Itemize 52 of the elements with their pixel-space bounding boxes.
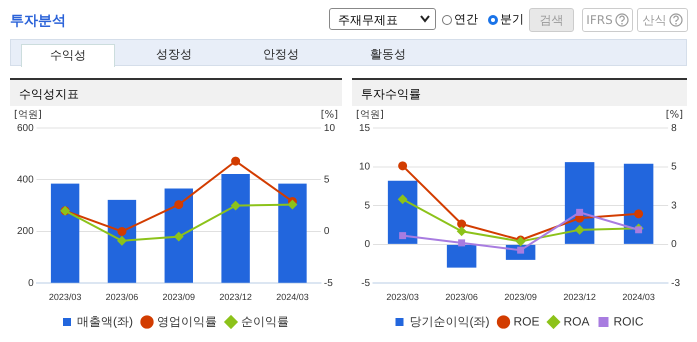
y-tick-label: 600: [16, 122, 34, 134]
x-tick-label: 2024/03: [276, 292, 309, 302]
text: 검색: [540, 12, 564, 28]
y2-tick-label: -3: [671, 278, 680, 289]
text: 활동성: [369, 46, 407, 63]
x-tick-label: 2023/12: [219, 292, 252, 302]
y2-tick-label: 5: [324, 174, 330, 186]
y2-axis-title: [%]: [666, 110, 684, 121]
y2-tick-label: 8: [671, 122, 678, 134]
y-tick-label: 200: [16, 226, 34, 238]
y2-tick-label: 10: [324, 122, 336, 134]
y-tick-label: 0: [28, 278, 34, 289]
x-tick-label: 2023/09: [162, 292, 196, 302]
text: 성장성: [155, 46, 193, 63]
y2-tick-label: 5: [671, 162, 678, 173]
x-tick-label: 2023/03: [386, 292, 419, 302]
y2-tick-label: 0: [324, 226, 330, 238]
y-tick-label: 5: [364, 200, 371, 212]
text: 수익성: [21, 44, 115, 67]
y-axis-title: [억원]: [14, 110, 42, 121]
x-tick-label: 2024/03: [622, 292, 655, 302]
legend-label: 영업이익률: [156, 314, 217, 328]
y-tick-label: 15: [359, 122, 371, 134]
y2-tick-label: 3: [671, 200, 678, 212]
legend-label: 매출액(좌): [77, 314, 134, 328]
legend-label: 순이익률: [240, 314, 289, 328]
text: 연간: [454, 11, 478, 28]
y-axis-title: [억원]: [356, 110, 384, 121]
chart-title: 투자수익률: [352, 78, 687, 106]
y2-tick-label: 0: [671, 239, 678, 250]
x-tick-label: 2023/06: [445, 292, 478, 302]
text: IFRS: [586, 13, 613, 27]
y-tick-label: 400: [16, 174, 34, 186]
text: 투자분석: [10, 12, 66, 30]
legend-label: ROE: [513, 314, 540, 328]
y2-tick-label: -5: [324, 278, 334, 289]
x-tick-label: 2023/09: [504, 292, 537, 302]
text: 안정성: [262, 46, 300, 63]
text: 분기: [500, 11, 524, 28]
y2-axis-title: [%]: [320, 110, 338, 121]
y-tick-label: -5: [361, 278, 371, 289]
x-tick-label: 2023/06: [106, 292, 138, 302]
y-tick-label: 0: [364, 239, 371, 250]
x-tick-label: 2023/12: [563, 292, 596, 302]
text: 산식: [642, 12, 666, 28]
legend-label: 당기순이익(좌): [410, 314, 490, 328]
legend-label: ROA: [563, 314, 590, 328]
legend-label: ROIC: [614, 314, 644, 328]
x-tick-label: 2023/03: [48, 292, 82, 302]
chart-title: 수익성지표: [10, 78, 342, 106]
text: 주재무제표: [329, 8, 436, 30]
y-tick-label: 10: [359, 162, 371, 173]
